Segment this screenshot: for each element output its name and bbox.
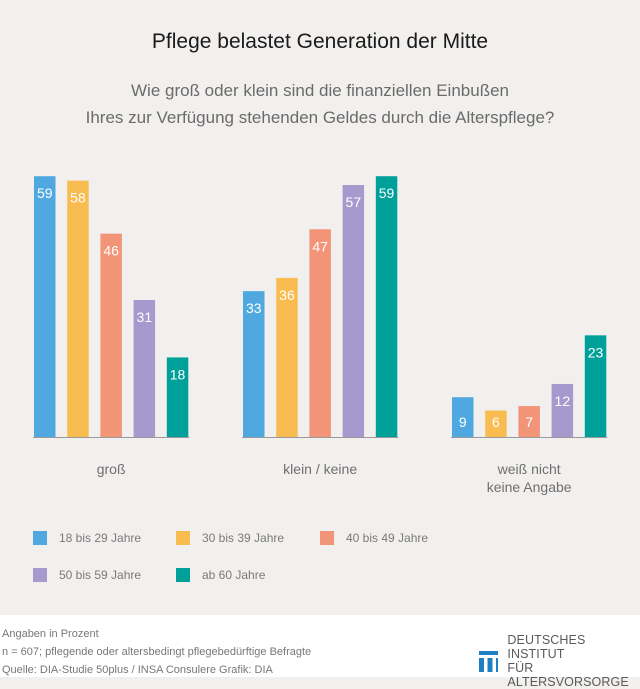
data-label: 57	[346, 194, 362, 210]
bar-chart: 59 58 46 31 18 33 36 47 57 59 9 6 7 12 23	[33, 176, 608, 438]
legend-label: 40 bis 49 Jahre	[346, 531, 429, 545]
data-label: 46	[103, 243, 119, 259]
bar	[309, 229, 331, 437]
bar	[452, 397, 474, 437]
bar	[67, 180, 89, 437]
source-note: Quelle: DIA-Studie 50plus / INSA Consule…	[2, 664, 273, 676]
data-label: 36	[279, 287, 295, 303]
legend-swatch	[176, 568, 190, 582]
dia-logo-icon	[479, 650, 499, 672]
category-label-line: groß	[96, 461, 126, 477]
logo-line-2: FÜR ALTERSVORSORGE	[507, 661, 629, 689]
category-label: weiß nicht keine Angabe	[429, 460, 629, 496]
data-label: 6	[492, 414, 500, 430]
bar	[518, 406, 540, 437]
data-label: 59	[37, 185, 53, 201]
legend-label: 50 bis 59 Jahre	[59, 568, 142, 582]
legend-swatch	[176, 531, 190, 545]
logo-line-1: DEUTSCHES INSTITUT	[507, 633, 586, 661]
footer: Angaben in Prozent n = 607; pflegende od…	[0, 615, 640, 689]
data-label: 58	[70, 190, 86, 206]
data-label: 33	[246, 300, 262, 316]
sample-note: n = 607; pflegende oder altersbedingt pf…	[2, 646, 312, 658]
category-label-line: keine Angabe	[486, 479, 572, 495]
bar	[133, 299, 156, 437]
category-label: groß	[11, 460, 211, 478]
data-label: 18	[170, 366, 186, 382]
legend-label: 30 bis 39 Jahre	[202, 531, 285, 545]
category-label-line: weiß nicht	[497, 461, 561, 477]
legend-label: ab 60 Jahre	[202, 568, 266, 582]
data-label: 23	[588, 344, 604, 360]
bar	[166, 357, 189, 437]
data-label: 31	[137, 309, 153, 325]
bar	[485, 410, 507, 437]
legend-swatch	[33, 531, 47, 545]
bar	[100, 233, 122, 437]
bar	[276, 277, 298, 437]
bar	[342, 185, 365, 437]
data-label: 47	[312, 238, 328, 254]
legend-item: 50 bis 59 Jahre	[33, 568, 141, 582]
legend-item: 18 bis 29 Jahre	[33, 531, 141, 545]
subtitle-line-1: Wie groß oder klein sind die finanzielle…	[131, 81, 509, 100]
bar	[243, 291, 265, 437]
bar	[551, 383, 574, 437]
legend-swatch	[320, 531, 334, 545]
chart-subtitle: Wie groß oder klein sind die finanzielle…	[0, 77, 640, 131]
category-label-line: klein / keine	[283, 461, 358, 477]
data-label: 7	[525, 414, 533, 430]
legend-item: 40 bis 49 Jahre	[320, 531, 428, 545]
legend-label: 18 bis 29 Jahre	[59, 531, 142, 545]
footer-notes: Angaben in Prozent n = 607; pflegende od…	[2, 625, 311, 679]
category-label: klein / keine	[220, 460, 420, 478]
bar	[584, 335, 607, 437]
data-label: 12	[555, 393, 571, 409]
legend-swatch	[33, 568, 47, 582]
bar	[34, 176, 56, 437]
subtitle-line-2: Ihres zur Verfügung stehenden Geldes dur…	[85, 108, 555, 127]
chart-title: Pflege belastet Generation der Mitte	[151, 30, 489, 53]
bar	[375, 176, 398, 437]
data-label: 59	[379, 185, 395, 201]
dia-logo: DEUTSCHES INSTITUT FÜR ALTERSVORSORGE	[479, 633, 640, 689]
legend-item: 30 bis 39 Jahre	[176, 531, 284, 545]
dia-logo-text: DEUTSCHES INSTITUT FÜR ALTERSVORSORGE	[507, 633, 640, 689]
data-label: 9	[459, 414, 467, 430]
legend-item: ab 60 Jahre	[176, 568, 265, 582]
unit-note: Angaben in Prozent	[2, 628, 99, 640]
